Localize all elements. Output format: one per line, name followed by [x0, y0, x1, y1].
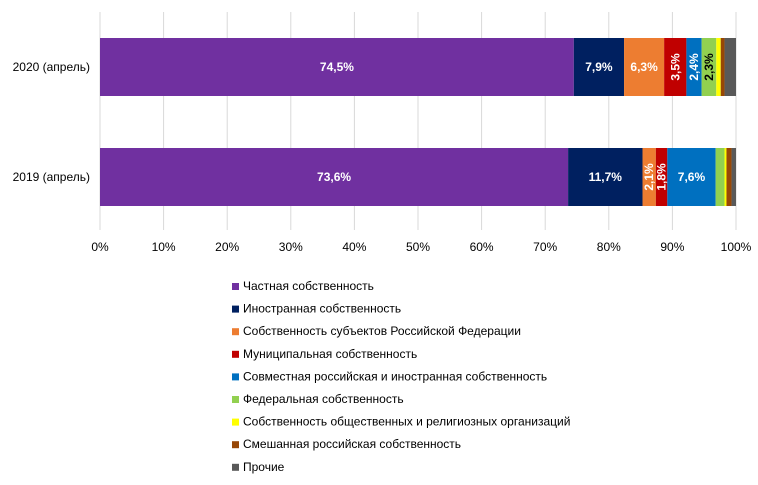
x-tick-label: 100% [721, 240, 752, 254]
x-tick-label: 50% [406, 240, 430, 254]
bar-segment [642, 148, 656, 206]
x-tick-label: 60% [470, 240, 494, 254]
y-category-label: 2019 (апрель) [13, 170, 90, 184]
bar-segment [655, 148, 668, 206]
legend-swatch [232, 305, 239, 313]
legend-swatch [232, 373, 239, 381]
data-label: 2,3% [702, 53, 716, 81]
legend-entry: Совместная российская и иностранная собс… [243, 369, 547, 383]
data-label: 2,4% [687, 53, 701, 81]
legend-swatch [232, 418, 239, 426]
x-tick-label: 20% [215, 240, 239, 254]
y-category-label: 2020 (апрель) [13, 60, 90, 74]
bar-segment [701, 38, 717, 96]
x-tick-label: 90% [660, 240, 684, 254]
x-tick-label: 10% [152, 240, 176, 254]
legend-entry: Прочие [243, 460, 285, 474]
bar-segment [720, 38, 725, 96]
bar-segment [568, 148, 643, 206]
bar-segment [573, 38, 625, 96]
x-tick-label: 0% [91, 240, 109, 254]
legend-swatch [232, 396, 239, 403]
bar-segment [100, 148, 569, 206]
x-tick-label: 30% [279, 240, 303, 254]
legend-entry: Частная собственность [243, 279, 374, 293]
legend-entry: Смешанная российская собственность [243, 437, 461, 451]
data-label: 11,7% [589, 170, 623, 184]
data-label: 7,6% [678, 170, 706, 184]
legend-swatch [232, 328, 239, 336]
bar-segment [624, 38, 665, 96]
x-tick-label: 40% [342, 240, 366, 254]
legend-entry: Собственность общественных и религиозных… [243, 415, 570, 429]
legend-swatch [232, 350, 239, 358]
legend-swatch [232, 463, 239, 471]
bar-segment [724, 148, 727, 206]
data-label: 6,3% [630, 60, 658, 74]
legend-entry: Собственность субъектов Российской Федер… [243, 324, 521, 338]
bar-segment [664, 38, 687, 96]
data-label: 74,5% [320, 60, 354, 74]
legend-swatch [232, 283, 239, 290]
data-label: 73,6% [317, 170, 351, 184]
bar-segment [731, 148, 736, 206]
bar-segment [100, 38, 574, 96]
x-tick-label: 80% [597, 240, 621, 254]
data-label: 1,8% [655, 163, 669, 191]
bar-segment [724, 38, 736, 96]
bar-segment [667, 148, 716, 206]
data-label: 2,1% [642, 163, 656, 191]
bar-segment [726, 148, 732, 206]
data-label: 3,5% [668, 53, 682, 81]
bar-segment [686, 38, 702, 96]
data-label: 7,9% [585, 60, 613, 74]
legend-entry: Муниципальная собственность [243, 347, 417, 361]
legend-swatch [232, 441, 239, 449]
legend-entry: Федеральная собственность [243, 392, 404, 406]
bar-segment [716, 38, 721, 96]
x-tick-label: 70% [533, 240, 557, 254]
bar-segment [715, 148, 725, 206]
legend-entry: Иностранная собственность [243, 302, 401, 316]
